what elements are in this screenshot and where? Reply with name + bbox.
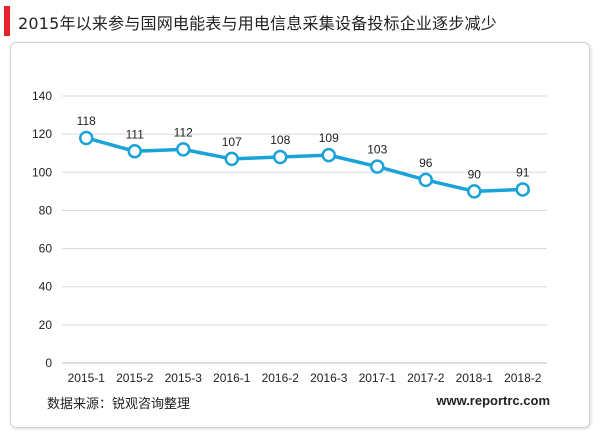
data-label: 112 xyxy=(174,125,193,139)
x-tick-label: 2017-2 xyxy=(407,371,445,385)
title-accent-bar xyxy=(4,6,10,36)
data-label: 109 xyxy=(319,131,339,145)
grid-lines xyxy=(62,95,547,326)
x-tick-label: 2015-2 xyxy=(116,371,154,385)
data-label: 107 xyxy=(222,135,242,149)
data-point xyxy=(467,184,482,199)
data-label: 96 xyxy=(419,156,433,170)
x-tick-label: 2017-1 xyxy=(359,371,397,385)
x-tick-label: 2015-3 xyxy=(165,371,203,385)
data-labels: 118 111 112 107 108 109 103 96 90 91 xyxy=(77,114,530,181)
data-point xyxy=(273,149,288,165)
data-point xyxy=(127,144,142,159)
x-tick-label: 2016-2 xyxy=(262,371,300,385)
data-point xyxy=(224,151,239,167)
y-tick-label: 40 xyxy=(39,280,53,294)
data-label: 111 xyxy=(126,127,145,141)
data-point xyxy=(515,182,530,197)
y-tick-label: 80 xyxy=(39,203,53,217)
website-url: www.reportrc.com xyxy=(436,393,550,408)
chart-frame xyxy=(10,42,590,428)
data-point xyxy=(370,159,385,174)
x-tick-label: 2015-1 xyxy=(68,371,106,385)
data-points xyxy=(79,130,530,199)
data-point xyxy=(321,147,336,163)
data-point xyxy=(176,142,191,157)
data-label: 118 xyxy=(77,114,96,128)
y-tick-label: 0 xyxy=(45,356,52,370)
x-tick-label: 2016-1 xyxy=(213,371,251,385)
chart-title: 2015年以来参与国网电能表与用电信息采集设备投标企业逐步减少 xyxy=(18,14,497,33)
x-tick-label: 2018-2 xyxy=(504,371,542,385)
data-point xyxy=(418,172,433,188)
data-label: 91 xyxy=(516,165,530,179)
y-tick-label: 20 xyxy=(39,318,53,332)
axes: 0 20 40 60 80 100 120 140 2015-1 2015-2 2015-3 2016… xyxy=(32,89,547,385)
title-bar: 2015年以来参与国网电能表与用电信息采集设备投标企业逐步减少 xyxy=(4,6,594,36)
data-source-note: 数据来源：锐观咨询整理 xyxy=(47,397,191,412)
data-label: 90 xyxy=(468,167,482,181)
data-point xyxy=(79,130,94,146)
y-tick-label: 100 xyxy=(32,165,52,179)
y-tick-label: 140 xyxy=(32,89,52,103)
series-line xyxy=(84,136,525,194)
x-tick-label: 2016-3 xyxy=(310,371,348,385)
x-tick-label: 2018-1 xyxy=(456,371,494,385)
data-label: 103 xyxy=(367,143,387,157)
y-tick-label: 60 xyxy=(39,242,53,256)
y-tick-label: 120 xyxy=(32,127,52,141)
series-line-layer xyxy=(84,136,525,194)
data-label: 108 xyxy=(270,133,290,147)
